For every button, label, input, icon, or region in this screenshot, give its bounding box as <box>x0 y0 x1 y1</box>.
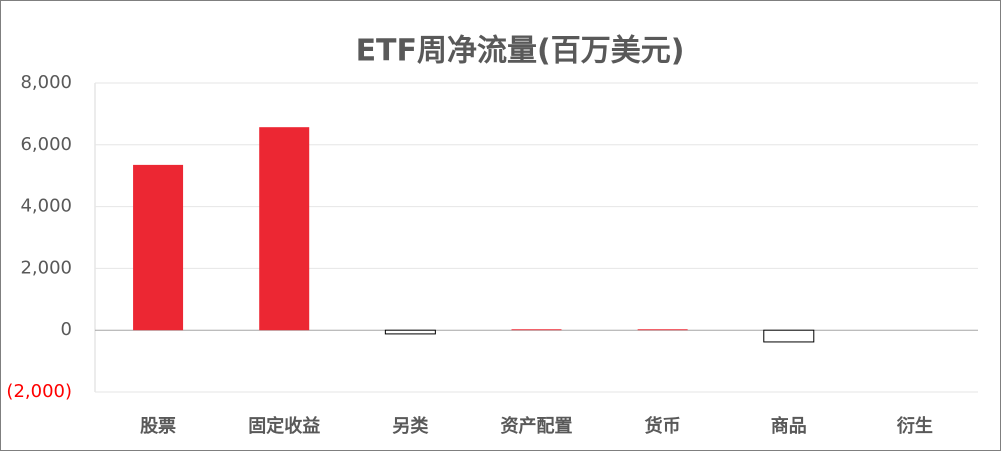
bar <box>259 127 310 331</box>
x-tick-label: 衍生 <box>897 415 933 437</box>
x-tick-label: 商品 <box>771 415 807 437</box>
bar <box>133 164 184 331</box>
y-tick-label: 8,000 <box>20 72 72 93</box>
bar <box>384 329 436 335</box>
y-tick-label: 6,000 <box>20 134 72 155</box>
y-tick-label: 0 <box>61 319 72 340</box>
x-tick-label: 资产配置 <box>501 415 573 437</box>
x-tick-label: 股票 <box>139 416 176 437</box>
bar <box>763 329 815 343</box>
x-tick-label: 固定收益 <box>248 415 320 437</box>
chart-title: ETF周净流量(百万美元) <box>356 34 685 69</box>
bar <box>637 329 688 331</box>
y-tick-label: 2,000 <box>20 257 72 278</box>
x-tick-label: 另类 <box>392 415 429 437</box>
x-tick-label: 货币 <box>645 415 681 437</box>
y-tick-label: (2,000) <box>6 381 72 402</box>
bar <box>511 329 562 331</box>
y-tick-label: 4,000 <box>20 196 72 217</box>
